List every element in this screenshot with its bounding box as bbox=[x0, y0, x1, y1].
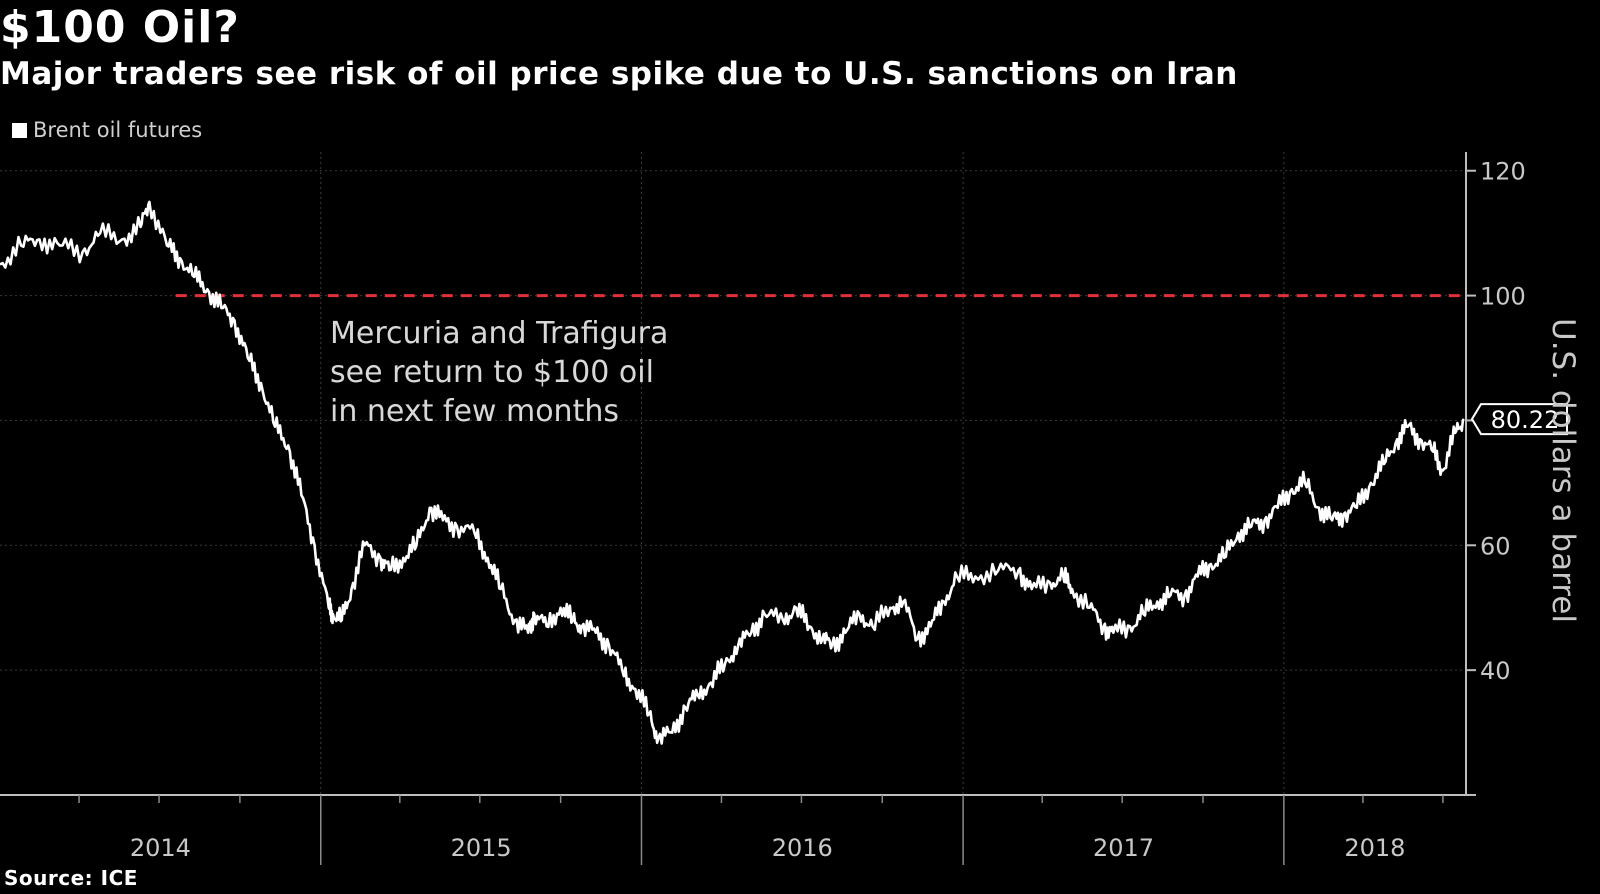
chart-subtitle: Major traders see risk of oil price spik… bbox=[0, 56, 1238, 92]
legend-label: Brent oil futures bbox=[33, 118, 203, 142]
legend-swatch bbox=[12, 122, 27, 138]
x-tick-label: 2014 bbox=[130, 834, 191, 862]
chart-title: $100 Oil? bbox=[0, 2, 240, 53]
y-axis-title: U.S. dollars a barrel bbox=[1545, 318, 1581, 623]
y-tick-label: 60 bbox=[1480, 532, 1511, 560]
x-tick-label: 2017 bbox=[1093, 834, 1154, 862]
source-note: Source: ICE bbox=[4, 866, 138, 890]
y-tick-label: 40 bbox=[1480, 657, 1511, 685]
last-value-flag bbox=[1470, 403, 1568, 436]
x-tick-label: 2018 bbox=[1344, 834, 1405, 862]
annotation-line: Mercuria and Trafigura bbox=[330, 316, 668, 351]
series-line bbox=[0, 200, 1465, 745]
legend: Brent oil futures bbox=[12, 118, 202, 142]
x-tick-label: 2015 bbox=[451, 834, 512, 862]
x-tick-label: 2016 bbox=[772, 834, 833, 862]
y-tick-label: 120 bbox=[1480, 158, 1526, 186]
annotation-line: see return to $100 oil bbox=[330, 355, 654, 390]
last-value-label: 80.22 bbox=[1491, 406, 1560, 434]
y-tick-label: 100 bbox=[1480, 283, 1526, 311]
annotation-line: in next few months bbox=[330, 394, 619, 429]
